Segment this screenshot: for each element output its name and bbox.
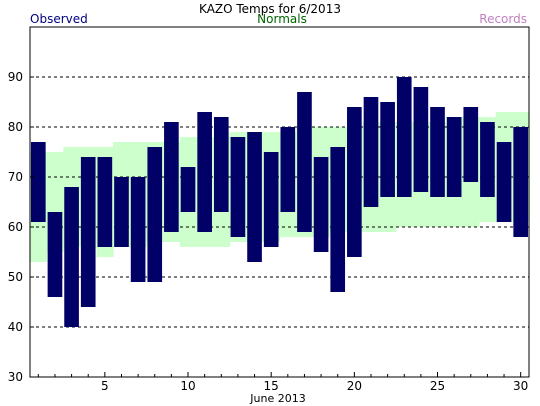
observed-bar-day-14 bbox=[247, 132, 262, 262]
x-tick-label-30: 30 bbox=[513, 379, 528, 393]
observed-bar-day-8 bbox=[147, 147, 163, 282]
observed-bar-day-19 bbox=[330, 147, 346, 292]
observed-bar-day-3 bbox=[64, 187, 79, 327]
observed-bar-day-9 bbox=[164, 122, 179, 232]
legend-normals: Normals bbox=[257, 12, 307, 26]
y-tick-label-30: 30 bbox=[8, 370, 23, 384]
x-axis-label: June 2013 bbox=[249, 392, 305, 405]
observed-bars bbox=[30, 77, 529, 327]
observed-bar-day-15 bbox=[263, 152, 279, 247]
observed-bar-day-2 bbox=[47, 212, 63, 297]
observed-bar-day-25 bbox=[430, 107, 445, 197]
observed-bar-day-29 bbox=[496, 142, 512, 222]
observed-bar-day-24 bbox=[413, 87, 429, 192]
y-tick-label-40: 40 bbox=[8, 320, 23, 334]
legend-observed: Observed bbox=[30, 12, 88, 26]
y-tick-label-90: 90 bbox=[8, 70, 23, 84]
observed-bar-day-13 bbox=[230, 137, 246, 237]
x-tick-label-5: 5 bbox=[101, 379, 109, 393]
observed-bar-day-21 bbox=[363, 97, 379, 207]
observed-bar-day-6 bbox=[114, 177, 129, 247]
observed-bar-day-23 bbox=[396, 77, 412, 197]
observed-bar-day-17 bbox=[297, 92, 312, 232]
observed-bar-day-16 bbox=[280, 127, 296, 212]
y-tick-label-50: 50 bbox=[8, 270, 23, 284]
y-tick-label-60: 60 bbox=[8, 220, 23, 234]
observed-bar-day-30 bbox=[513, 127, 529, 237]
y-axis: 30 40 50 60 70 80 90 bbox=[8, 70, 34, 384]
observed-bar-day-1 bbox=[30, 142, 46, 222]
gridlines bbox=[30, 76, 529, 328]
y-tick-label-80: 80 bbox=[8, 120, 23, 134]
observed-bar-day-28 bbox=[480, 122, 495, 197]
observed-bar-day-7 bbox=[130, 177, 146, 282]
observed-bar-day-11 bbox=[197, 112, 212, 232]
observed-bar-day-22 bbox=[380, 102, 395, 197]
x-tick-label-20: 20 bbox=[347, 379, 362, 393]
observed-bar-day-10 bbox=[180, 167, 196, 212]
x-axis: 5 10 15 20 25 30 bbox=[37, 372, 528, 393]
y-tick-label-70: 70 bbox=[8, 170, 23, 184]
observed-bar-day-26 bbox=[446, 117, 462, 197]
observed-bar-day-5 bbox=[97, 157, 113, 247]
x-tick-label-25: 25 bbox=[430, 379, 445, 393]
observed-bar-day-4 bbox=[80, 157, 96, 307]
observed-bar-day-18 bbox=[313, 157, 329, 252]
plot-frame bbox=[29, 26, 530, 378]
x-tick-label-10: 10 bbox=[180, 379, 195, 393]
x-tick-label-15: 15 bbox=[264, 379, 279, 393]
observed-bar-day-27 bbox=[463, 107, 479, 182]
observed-bar-day-20 bbox=[347, 107, 362, 257]
legend-records: Records bbox=[479, 12, 527, 26]
chart-title: KAZO Temps for 6/2013 bbox=[199, 2, 341, 16]
observed-bar-day-12 bbox=[213, 117, 229, 212]
